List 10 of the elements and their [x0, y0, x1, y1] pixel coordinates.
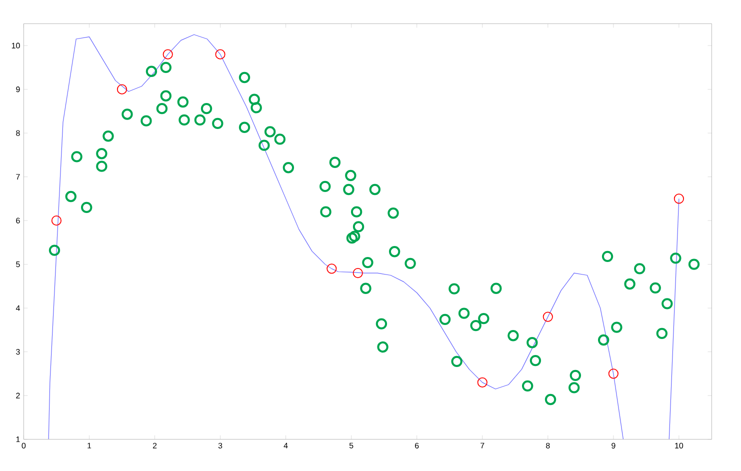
point [51, 216, 62, 226]
point [674, 194, 684, 204]
point [352, 268, 363, 278]
point [608, 368, 618, 379]
point [477, 377, 488, 388]
point [215, 49, 226, 60]
point [116, 84, 128, 94]
point [162, 49, 173, 60]
point [542, 312, 553, 322]
point [326, 264, 337, 274]
